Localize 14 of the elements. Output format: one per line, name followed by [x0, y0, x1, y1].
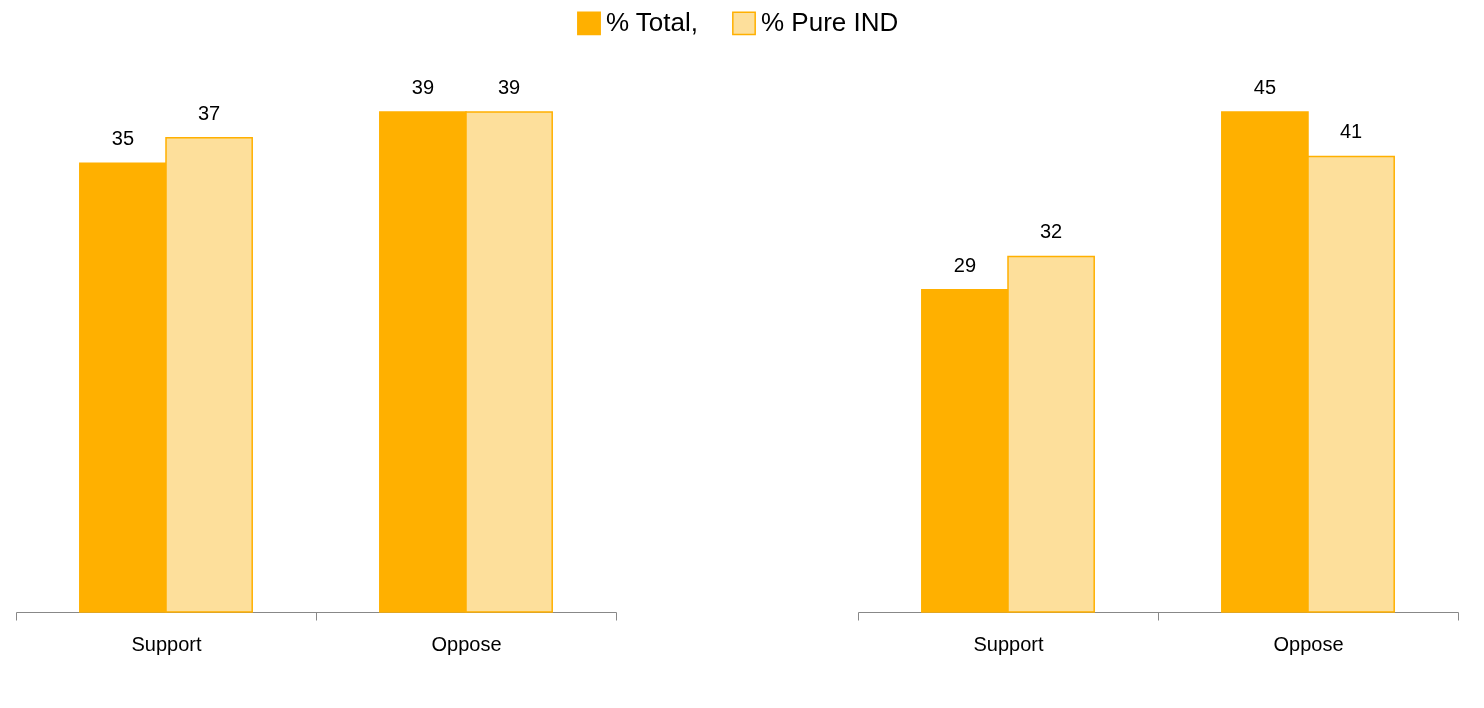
x-tick-label: Support	[131, 632, 202, 655]
data-label: 45	[1253, 76, 1277, 98]
data-label: 39	[411, 76, 435, 98]
data-label: 29	[953, 253, 977, 276]
legend-label: % Pure IND	[761, 7, 899, 38]
x-tick-label: Oppose	[1273, 632, 1344, 655]
data-label: 41	[1339, 120, 1363, 143]
data-label: 32	[1039, 220, 1063, 243]
legend-label: % Total,	[606, 7, 699, 38]
data-label: 35	[111, 127, 135, 150]
data-label: 37	[197, 101, 221, 124]
x-tick-label: Oppose	[431, 632, 502, 655]
x-tick-label: Support	[973, 632, 1044, 655]
data-label: 39	[497, 76, 521, 98]
